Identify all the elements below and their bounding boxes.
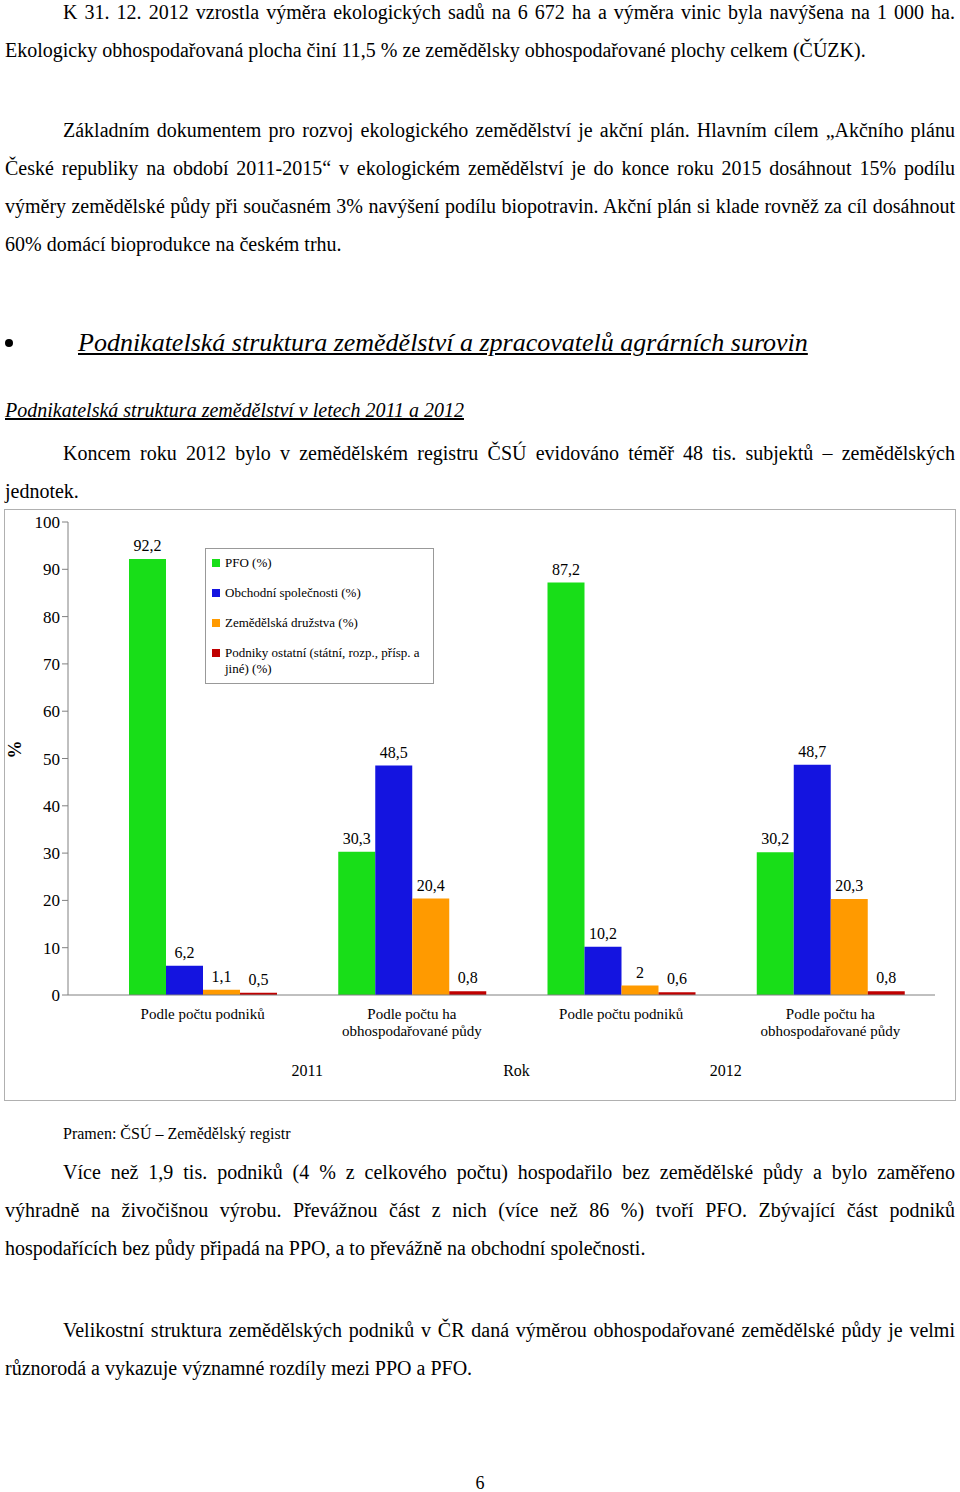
svg-text:%: % [8,741,25,759]
svg-text:0,8: 0,8 [876,969,896,986]
svg-text:90: 90 [43,560,60,579]
html-text:Obchodní společnosti (%): Obchodní společnosti (%) [225,585,361,600]
svg-text:20: 20 [43,891,60,910]
svg-text:30: 30 [43,844,60,863]
html-text:6: 6 [475,1473,485,1492]
svg-text:6,2: 6,2 [175,944,195,961]
svg-text:87,2: 87,2 [552,561,580,578]
html-text:Koncem roku 2012 bylo v zemědě: Koncem roku 2012 bylo v zemědělském regi… [5,442,955,502]
html-text:Velikostní struktura zemědělsk: Velikostní struktura zemědělských podnik… [5,1319,955,1379]
svg-text:20,4: 20,4 [417,877,445,894]
html-text:Více než 1,9 tis. podniků (4 %: Více než 1,9 tis. podniků (4 % z celkové… [5,1161,955,1259]
svg-text:0,5: 0,5 [249,971,269,988]
svg-text:48,5: 48,5 [380,744,408,761]
svg-text:40: 40 [43,797,60,816]
svg-text:Podle počtu haobhospodařované: Podle počtu haobhospodařované půdy [342,1006,482,1039]
svg-text:Podle počtu haobhospodařované: Podle počtu haobhospodařované půdy [761,1006,901,1039]
svg-text:0,6: 0,6 [667,970,687,987]
html-text:Podniky ostatní (státní, rozp.: Podniky ostatní (státní, rozp., přísp. a… [225,645,420,676]
html-text:Zemědělská družstva (%): Zemědělská družstva (%) [225,615,358,630]
svg-text:100: 100 [35,513,61,532]
svg-text:0: 0 [52,986,61,1005]
svg-text:0,8: 0,8 [458,969,478,986]
html-text:PFO (%): PFO (%) [225,555,272,570]
svg-text:30,3: 30,3 [343,830,371,847]
svg-text:10: 10 [43,939,60,958]
svg-text:2: 2 [636,964,644,981]
html-text:Pramen: ČSÚ – Zemědělský regis: Pramen: ČSÚ – Zemědělský registr [63,1125,291,1142]
svg-text:60: 60 [43,702,60,721]
svg-text:10,2: 10,2 [589,925,617,942]
svg-text:Podle počtu podniků: Podle počtu podniků [141,1006,266,1022]
html-text:Rok: Rok [503,1062,530,1079]
svg-text:92,2: 92,2 [134,537,162,554]
html-text:Podnikatelská struktura zemědě: Podnikatelská struktura zemědělství a zp… [78,328,808,357]
svg-text:30,2: 30,2 [761,830,789,847]
svg-text:50: 50 [43,750,60,769]
html-text:Podnikatelská struktura zemědě: Podnikatelská struktura zemědělství v le… [5,399,464,421]
html-text:Základním dokumentem pro rozvo: Základním dokumentem pro rozvoj ekologic… [5,119,955,255]
svg-text:1,1: 1,1 [212,968,232,985]
svg-text:Podle počtu podniků: Podle počtu podniků [559,1006,684,1022]
svg-text:48,7: 48,7 [798,743,826,760]
svg-text:80: 80 [43,608,60,627]
html-text:2011: 2011 [291,1062,323,1079]
html-text:K 31. 12. 2012 vzrostla výměra: K 31. 12. 2012 vzrostla výměra ekologick… [5,1,955,61]
html-text:2012: 2012 [709,1062,742,1079]
svg-text:70: 70 [43,655,60,674]
svg-text:20,3: 20,3 [835,877,863,894]
